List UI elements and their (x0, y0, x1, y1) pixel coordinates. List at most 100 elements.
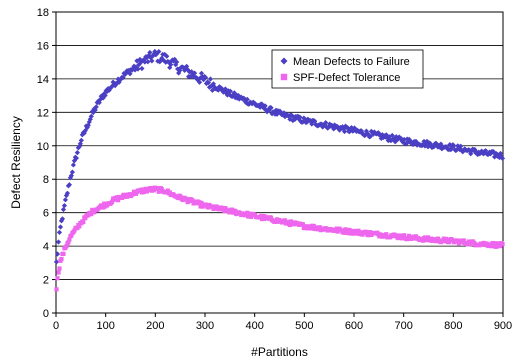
data-point (438, 141, 444, 147)
data-point (244, 96, 250, 102)
x-tick-label: 600 (345, 320, 363, 332)
x-tick-label: 300 (196, 320, 214, 332)
data-point (289, 113, 295, 119)
data-point (211, 84, 218, 90)
data-point (420, 142, 426, 148)
x-tick-label: 500 (295, 320, 313, 332)
data-point (69, 233, 74, 238)
y-tick-label: 16 (37, 40, 49, 52)
data-point (456, 144, 462, 150)
data-point (90, 109, 96, 116)
data-point (64, 190, 71, 196)
data-point (227, 88, 233, 94)
data-point (156, 189, 161, 194)
y-tick-label: 18 (37, 7, 49, 19)
y-tick-label: 4 (43, 241, 49, 253)
data-point (67, 175, 74, 181)
y-tick-label: 10 (37, 141, 49, 153)
data-point (115, 198, 121, 203)
data-point (469, 148, 475, 154)
data-point (435, 236, 441, 241)
data-point (295, 113, 301, 119)
data-point (141, 189, 147, 195)
x-tick-label: 700 (394, 320, 412, 332)
data-point (260, 104, 266, 110)
data-point (494, 244, 499, 249)
data-point (66, 240, 71, 245)
data-point (346, 129, 353, 135)
data-point (114, 80, 120, 86)
data-point (61, 251, 66, 257)
data-point (88, 113, 94, 119)
data-point (83, 216, 88, 221)
data-point (53, 259, 60, 265)
data-point (446, 240, 451, 245)
data-point (56, 229, 63, 236)
data-point (451, 143, 457, 149)
data-point (365, 132, 372, 138)
data-point (271, 109, 277, 116)
data-point (398, 135, 404, 142)
data-point (278, 110, 284, 116)
data-point (208, 83, 215, 89)
data-points (53, 48, 506, 292)
data-point (447, 141, 453, 148)
data-point (222, 86, 228, 92)
data-point (492, 241, 497, 246)
legend: Mean Defects to Failure SPF-Defect Toler… (271, 49, 424, 89)
legend-box (271, 49, 424, 89)
data-point (238, 94, 244, 100)
data-point (259, 101, 265, 107)
x-axis-title: #Partitions (251, 345, 308, 359)
data-point (78, 137, 84, 143)
data-point (400, 236, 405, 241)
data-point (200, 76, 207, 83)
legend-diamond-marker (280, 57, 288, 65)
data-point (343, 227, 348, 232)
data-point (290, 117, 296, 124)
data-point (434, 141, 440, 147)
data-point (73, 155, 79, 161)
data-point (282, 114, 288, 120)
data-point (149, 58, 155, 64)
data-point (64, 244, 69, 249)
y-axis-title: Defect Resiliency (9, 116, 23, 209)
data-point (112, 83, 118, 89)
data-point (364, 230, 369, 235)
data-point (184, 196, 189, 202)
data-point (205, 80, 212, 86)
data-point (191, 70, 198, 76)
data-point (500, 242, 505, 247)
y-axis: 0 2 4 6 8 10 12 14 16 18 (37, 7, 56, 320)
series-0 (53, 48, 506, 265)
data-point (425, 235, 431, 240)
x-tick-label: 800 (444, 320, 462, 332)
y-tick-label: 12 (37, 107, 49, 119)
data-point (74, 150, 80, 156)
data-point (176, 70, 182, 76)
data-point (427, 140, 433, 146)
y-tick-label: 0 (43, 308, 49, 320)
x-tick-label: 400 (245, 320, 263, 332)
data-point (167, 190, 172, 195)
x-axis: 0 100 200 300 400 500 600 700 800 900 (53, 313, 512, 332)
data-point (421, 138, 427, 145)
data-point (207, 76, 214, 82)
data-point (309, 121, 315, 127)
data-point (132, 67, 138, 73)
data-point (55, 239, 62, 245)
data-point (57, 224, 64, 230)
y-tick-label: 14 (37, 74, 49, 86)
data-point (312, 118, 318, 124)
data-point (90, 207, 95, 212)
data-point (181, 65, 187, 71)
data-point (168, 61, 174, 68)
data-point (402, 233, 407, 238)
data-point (59, 256, 64, 262)
data-point (420, 238, 426, 243)
plot-frame (55, 11, 504, 314)
data-point (448, 147, 454, 153)
legend-square-marker (280, 73, 288, 81)
data-point (198, 70, 205, 76)
